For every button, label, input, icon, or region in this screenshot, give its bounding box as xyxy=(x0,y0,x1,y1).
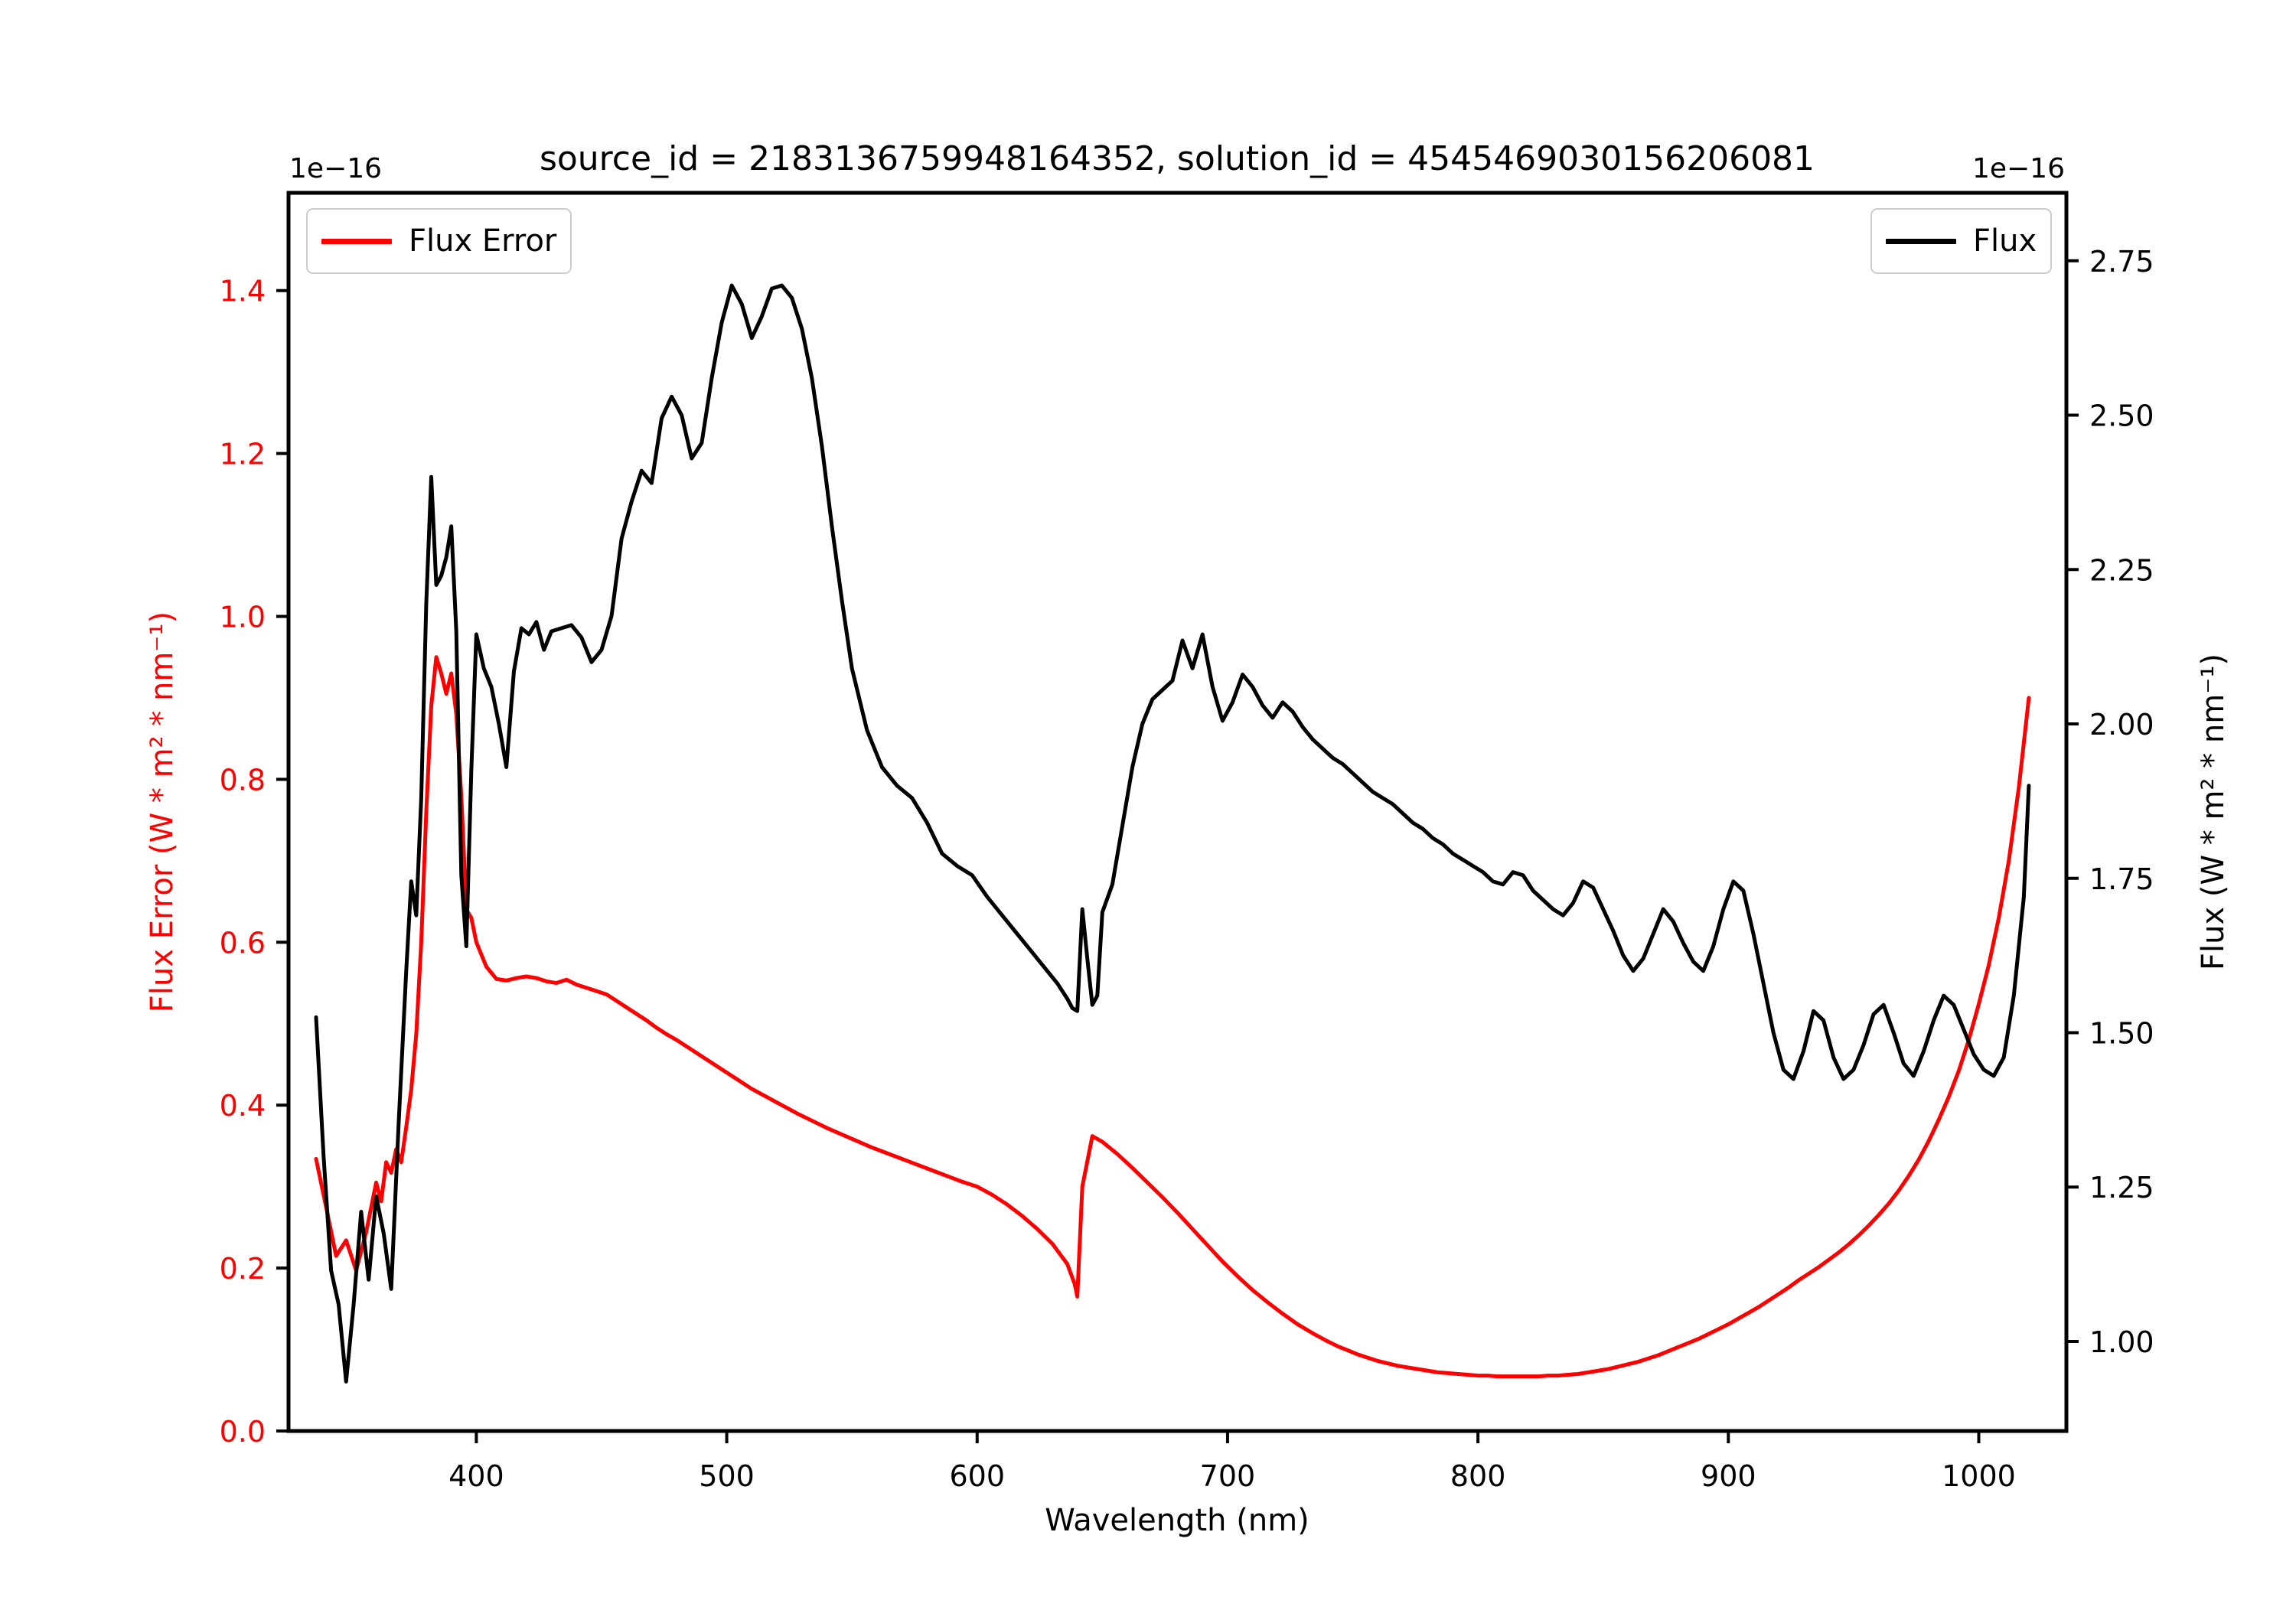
legend-flux-error-line xyxy=(321,238,392,244)
page-title: source_id = 2183136759948164352, solutio… xyxy=(540,139,1815,178)
plot-frame xyxy=(286,191,2069,1433)
left-y-tick-label: 0.8 xyxy=(220,763,266,797)
data-series-group xyxy=(314,283,2031,1384)
right-y-tick-label: 2.75 xyxy=(2089,245,2154,279)
left-y-axis-ticks: 0.0 0.2 0.4 0.6 0.8 1.0 1.2 1.4 xyxy=(220,275,289,1449)
legend-flux-error-label: Flux Error xyxy=(409,223,557,259)
left-y-tick-label: 1.0 xyxy=(220,601,266,634)
x-tick-label: 700 xyxy=(1200,1459,1256,1493)
x-tick-label: 900 xyxy=(1701,1459,1756,1493)
series-line-flux xyxy=(314,283,2031,1384)
right-axis-offset-text: 1e−16 xyxy=(1972,153,2065,184)
x-tick-label: 1000 xyxy=(1942,1459,2016,1493)
x-tick-label: 800 xyxy=(1450,1459,1506,1493)
left-y-tick-label: 1.4 xyxy=(220,275,266,308)
x-tick-label: 600 xyxy=(949,1459,1005,1493)
right-y-tick-label: 2.00 xyxy=(2089,708,2154,742)
left-y-axis-label: Flux Error (W * m² * nm⁻¹) xyxy=(145,611,180,1012)
legend-flux-error[interactable]: Flux Error xyxy=(306,208,572,274)
series-line-flux-error xyxy=(314,655,2031,1379)
right-y-tick-label: 1.00 xyxy=(2089,1325,2154,1359)
x-axis-label: Wavelength (nm) xyxy=(1045,1503,1309,1538)
left-y-tick-label: 0.4 xyxy=(220,1089,266,1123)
left-y-tick-label: 0.6 xyxy=(220,926,266,960)
legend-flux-label: Flux xyxy=(1973,223,2037,259)
x-tick-label: 400 xyxy=(448,1459,504,1493)
right-y-tick-label: 2.25 xyxy=(2089,553,2154,587)
right-y-axis-label: Flux (W * m² * nm⁻¹) xyxy=(2196,654,2231,970)
left-y-tick-label: 1.2 xyxy=(220,438,266,471)
legend-flux[interactable]: Flux xyxy=(1870,208,2053,274)
left-y-tick-label: 0.0 xyxy=(220,1415,266,1449)
x-tick-label: 500 xyxy=(699,1459,755,1493)
right-y-tick-label: 1.25 xyxy=(2089,1171,2154,1204)
legend-flux-line xyxy=(1886,238,1956,244)
right-y-axis-ticks: 1.00 1.25 1.50 1.75 2.00 2.25 2.50 2.75 xyxy=(2066,245,2154,1359)
right-y-tick-label: 1.50 xyxy=(2089,1016,2154,1050)
right-y-tick-label: 1.75 xyxy=(2089,862,2154,896)
left-y-tick-label: 0.2 xyxy=(220,1252,266,1286)
left-axis-offset-text: 1e−16 xyxy=(289,153,382,184)
right-y-tick-label: 2.50 xyxy=(2089,399,2154,433)
x-axis-ticks: 400 500 600 700 800 900 1000 xyxy=(448,1431,2016,1493)
